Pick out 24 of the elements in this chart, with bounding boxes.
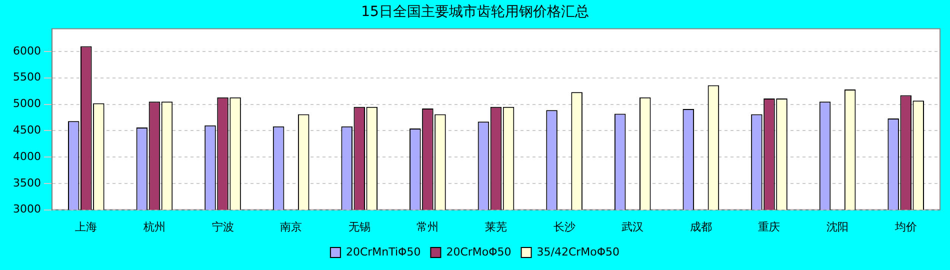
x-tick-label: 武汉 (622, 220, 644, 234)
x-tick-label: 常州 (416, 220, 439, 234)
y-tick-label: 5500 (12, 70, 41, 84)
y-tick-label: 4500 (12, 124, 41, 137)
x-tick-label: 成都 (690, 220, 712, 234)
y-tick-label: 3000 (12, 202, 41, 216)
y-tick-label: 6000 (12, 44, 41, 58)
x-tick-label: 宁波 (212, 220, 234, 234)
x-tick-label: 杭州 (142, 220, 166, 234)
legend-label: 20CrMoΦ50 (446, 245, 512, 258)
y-tick-label: 4000 (12, 150, 41, 163)
chart-title: 15日全国主要城市齿轮用钢价格汇总 (361, 4, 589, 20)
x-tick-label: 无锡 (348, 220, 370, 234)
y-tick-label: 3500 (12, 176, 41, 190)
legend-label: 35/42CrMoΦ50 (536, 245, 620, 258)
x-tick-label: 重庆 (758, 220, 780, 234)
x-tick-label: 莱芜 (484, 220, 507, 234)
x-tick-label: 长沙 (553, 220, 576, 234)
x-tick-label: 南京 (280, 220, 302, 234)
y-tick-label: 5000 (12, 97, 41, 110)
x-tick-label: 上海 (75, 220, 98, 234)
x-tick-label: 沈阳 (826, 220, 849, 234)
x-tick-label: 均价 (894, 220, 917, 234)
legend-label: 20CrMnTiΦ50 (346, 245, 421, 258)
